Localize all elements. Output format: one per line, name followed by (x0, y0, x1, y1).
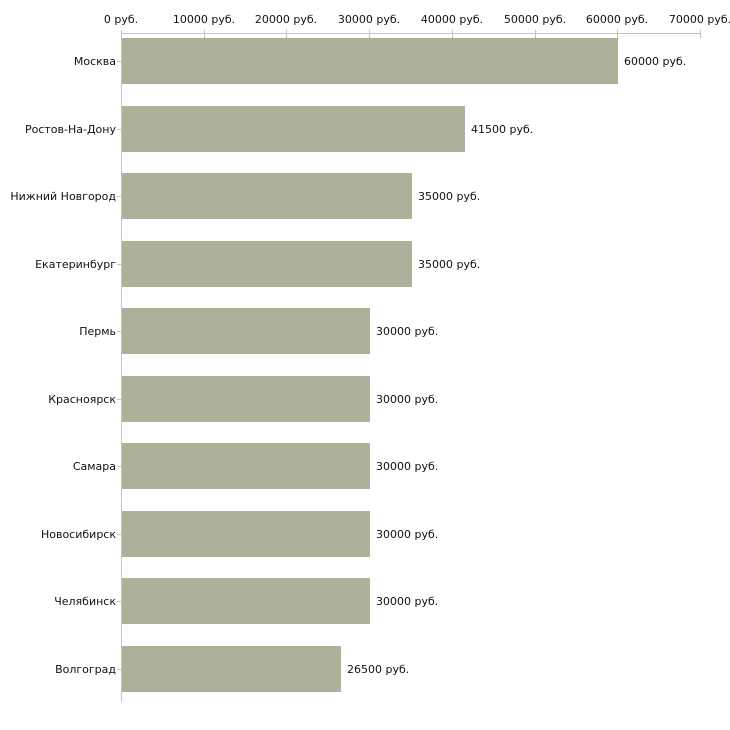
x-axis-tick (700, 30, 701, 38)
x-axis-tick (617, 30, 618, 38)
value-label: 35000 руб. (418, 257, 481, 271)
bar (122, 511, 370, 557)
category-tick (117, 466, 121, 467)
category-tick (117, 61, 121, 62)
x-axis-tick (452, 30, 453, 38)
category-label: Красноярск (48, 392, 116, 406)
x-axis-tick-label: 10000 руб. (172, 13, 236, 26)
x-axis-tick-label: 70000 руб. (668, 13, 730, 26)
x-axis-tick-label: 30000 руб. (337, 13, 401, 26)
x-axis-tick (204, 30, 205, 38)
category-label: Самара (72, 459, 116, 473)
x-axis-tick (286, 30, 287, 38)
value-label: 41500 руб. (471, 122, 534, 136)
bar (122, 241, 412, 287)
value-label: 35000 руб. (418, 189, 481, 203)
category-tick (117, 601, 121, 602)
category-tick (117, 129, 121, 130)
bar (122, 106, 465, 152)
bar (122, 173, 412, 219)
value-label: 26500 руб. (347, 662, 410, 676)
x-axis-tick-label: 60000 руб. (585, 13, 649, 26)
category-label: Новосибирск (40, 527, 116, 541)
category-label: Москва (73, 54, 116, 68)
category-label: Волгоград (55, 662, 116, 676)
category-tick (117, 331, 121, 332)
bar (122, 308, 370, 354)
x-axis-tick-label: 50000 руб. (503, 13, 567, 26)
x-axis-tick (121, 30, 122, 38)
value-label: 30000 руб. (376, 324, 439, 338)
value-label: 30000 руб. (376, 594, 439, 608)
bar (122, 38, 618, 84)
value-label: 30000 руб. (376, 527, 439, 541)
x-axis-tick-label: 40000 руб. (420, 13, 484, 26)
bar (122, 578, 370, 624)
category-tick (117, 196, 121, 197)
x-axis-line (121, 33, 701, 34)
category-tick (117, 399, 121, 400)
bar (122, 443, 370, 489)
category-label: Ростов-На-Дону (24, 122, 116, 136)
category-label: Нижний Новгород (10, 189, 116, 203)
value-label: 30000 руб. (376, 392, 439, 406)
value-label: 30000 руб. (376, 459, 439, 473)
category-tick (117, 264, 121, 265)
x-axis-tick-label: 20000 руб. (254, 13, 318, 26)
bar (122, 646, 341, 692)
category-label: Челябинск (54, 594, 116, 608)
value-label: 60000 руб. (624, 54, 687, 68)
category-label: Екатеринбург (35, 257, 116, 271)
category-tick (117, 534, 121, 535)
y-axis-line (121, 33, 122, 702)
x-axis-tick (369, 30, 370, 38)
category-tick (117, 669, 121, 670)
x-axis-tick-label: 0 руб. (103, 13, 139, 26)
x-axis-tick (535, 30, 536, 38)
bar (122, 376, 370, 422)
category-label: Пермь (79, 324, 116, 338)
